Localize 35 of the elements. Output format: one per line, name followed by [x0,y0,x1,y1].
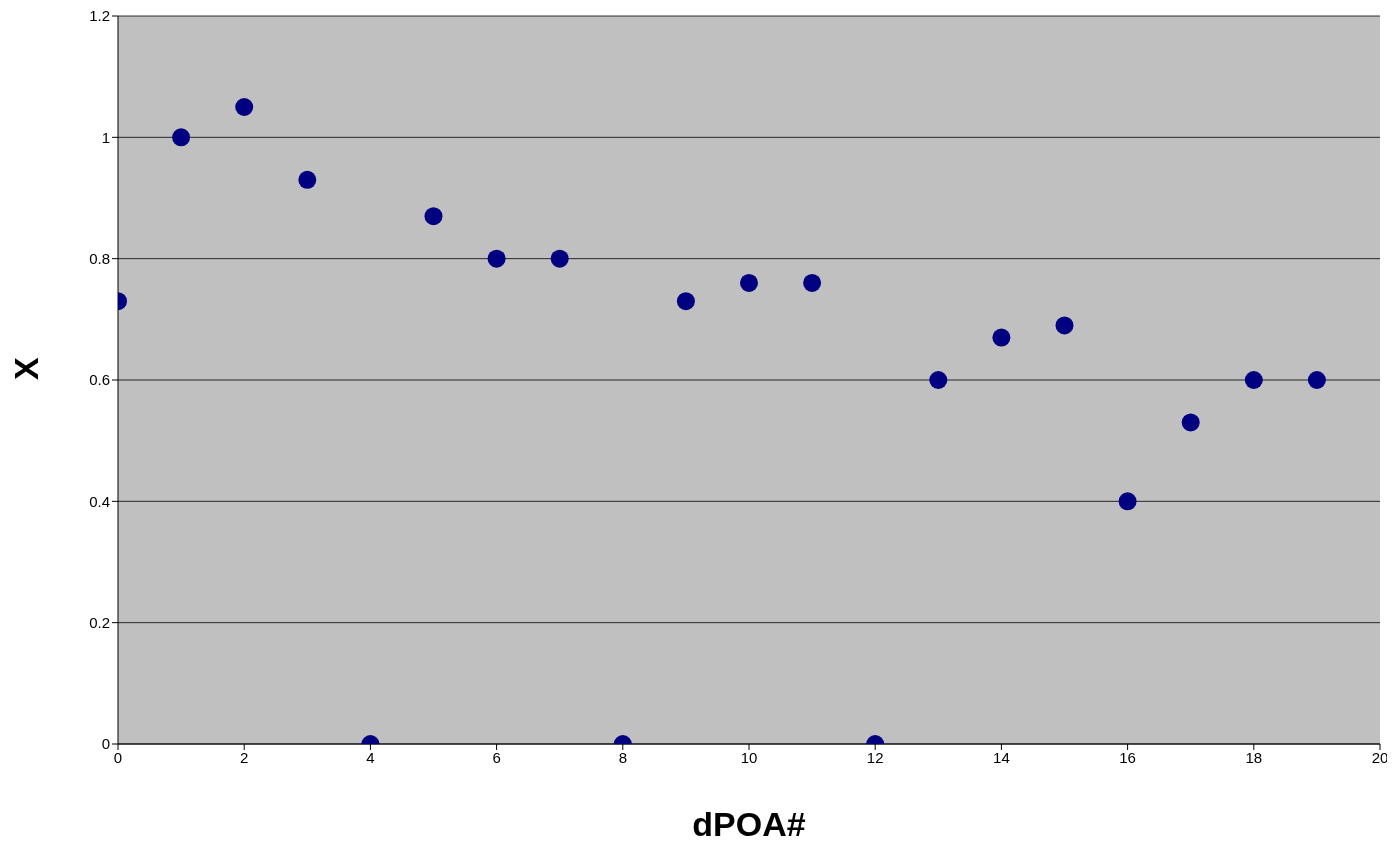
x-tick-label: 4 [366,748,375,766]
x-tick-label: 16 [1119,748,1136,766]
x-tick-label: 8 [618,748,627,766]
x-tick-label: 0 [113,748,123,766]
x-tick-label: 14 [993,748,1010,766]
x-tick-label: 6 [492,748,501,766]
point [487,249,506,268]
point [1244,371,1263,389]
point [235,98,254,116]
x-axis-title: dPOA# [692,805,806,843]
x-tick-label: 20 [1371,748,1389,766]
y-tick-label: 0 [101,735,110,753]
point [172,128,191,147]
point [1055,316,1074,335]
x-tick-label: 12 [866,748,884,766]
y-tick-label: 0.4 [89,492,110,510]
point [740,273,758,292]
point [992,328,1011,347]
point [1307,371,1326,389]
y-tick-label: 1.2 [89,7,110,25]
y-tick-label: 0.8 [89,249,110,267]
point [929,371,948,389]
point [676,292,695,311]
y-tick-label: 1 [101,128,110,146]
point [803,273,822,292]
point [1181,413,1200,432]
x-tick-label: 2 [240,748,249,766]
y-axis-title: X [7,357,46,380]
y-tick-label: 0.6 [89,371,110,389]
x-tick-label: 18 [1245,748,1263,766]
point [424,207,443,226]
x-tick-label: 10 [740,748,758,766]
point [550,249,569,268]
y-tick-label: 0.2 [89,613,110,631]
point [298,170,317,189]
